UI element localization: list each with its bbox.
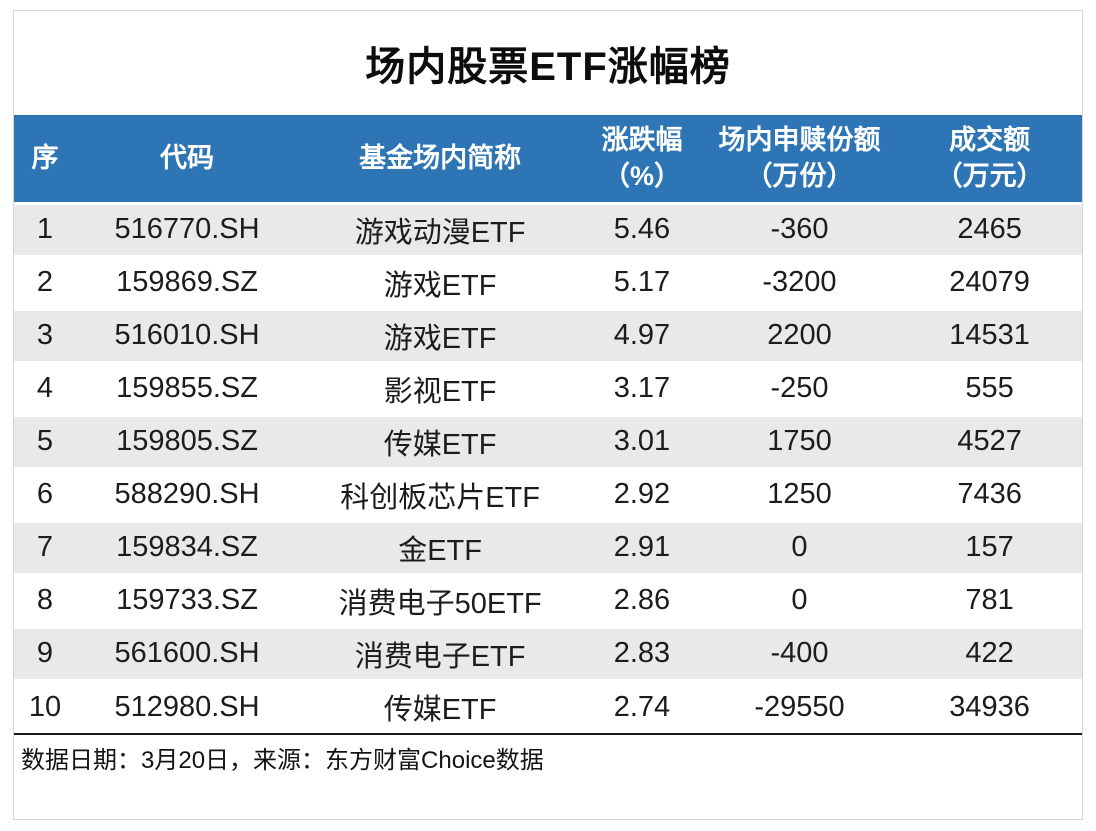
table-body: 1 516770.SH 游戏动漫ETF 5.46 -360 2465 2 159… (14, 201, 1082, 733)
cell-code: 516010.SH (75, 307, 299, 362)
cell-change: 2.74 (582, 678, 702, 733)
column-header-name: 基金场内简称 (298, 115, 583, 203)
column-header-change: 涨跌幅 （%） (582, 115, 702, 203)
page-title: 场内股票ETF涨幅榜 (365, 45, 731, 89)
cell-name: 消费电子50ETF (298, 572, 583, 627)
cell-name: 游戏动漫ETF (298, 201, 583, 256)
cell-rank: 7 (14, 519, 76, 574)
cell-change: 4.97 (582, 307, 702, 362)
table-row: 8 159733.SZ 消费电子50ETF 2.86 0 781 (14, 572, 1082, 627)
cell-change: 2.92 (582, 466, 702, 521)
cell-shares: -400 (701, 625, 898, 680)
table-row: 5 159805.SZ 传媒ETF 3.01 1750 4527 (14, 413, 1082, 468)
cell-rank: 2 (14, 254, 76, 309)
cell-rank: 6 (14, 466, 76, 521)
cell-rank: 5 (14, 413, 76, 468)
cell-shares: -250 (701, 360, 898, 415)
cell-shares: 1250 (701, 466, 898, 521)
table-row: 10 512980.SH 传媒ETF 2.74 -29550 34936 (14, 678, 1082, 733)
cell-name: 科创板芯片ETF (298, 466, 583, 521)
table-row: 7 159834.SZ 金ETF 2.91 0 157 (14, 519, 1082, 574)
cell-change: 2.83 (582, 625, 702, 680)
cell-change: 5.46 (582, 201, 702, 256)
cell-name: 传媒ETF (298, 413, 583, 468)
cell-code: 159869.SZ (75, 254, 299, 309)
cell-turnover: 14531 (897, 307, 1082, 362)
cell-turnover: 157 (897, 519, 1082, 574)
table-row: 3 516010.SH 游戏ETF 4.97 2200 14531 (14, 307, 1082, 362)
cell-turnover: 422 (897, 625, 1082, 680)
cell-change: 2.86 (582, 572, 702, 627)
cell-name: 传媒ETF (298, 678, 583, 733)
cell-name: 金ETF (298, 519, 583, 574)
cell-change: 2.91 (582, 519, 702, 574)
cell-change: 3.17 (582, 360, 702, 415)
cell-code: 588290.SH (75, 466, 299, 521)
cell-rank: 10 (14, 678, 76, 733)
cell-shares: 0 (701, 572, 898, 627)
cell-change: 3.01 (582, 413, 702, 468)
column-header-code: 代码 (75, 115, 299, 203)
cell-turnover: 2465 (897, 201, 1082, 256)
cell-code: 561600.SH (75, 625, 299, 680)
cell-turnover: 4527 (897, 413, 1082, 468)
cell-code: 516770.SH (75, 201, 299, 256)
data-source-note: 数据日期：3月20日，来源：东方财富Choice数据 (14, 733, 1082, 789)
cell-shares: 2200 (701, 307, 898, 362)
cell-turnover: 7436 (897, 466, 1082, 521)
cell-change: 5.17 (582, 254, 702, 309)
cell-rank: 8 (14, 572, 76, 627)
cell-shares: -3200 (701, 254, 898, 309)
cell-shares: -29550 (701, 678, 898, 733)
table-row: 4 159855.SZ 影视ETF 3.17 -250 555 (14, 360, 1082, 415)
table-row: 6 588290.SH 科创板芯片ETF 2.92 1250 7436 (14, 466, 1082, 521)
column-header-shares: 场内申赎份额 （万份） (701, 115, 898, 203)
cell-name: 消费电子ETF (298, 625, 583, 680)
cell-rank: 1 (14, 201, 76, 256)
cell-turnover: 555 (897, 360, 1082, 415)
cell-code: 159855.SZ (75, 360, 299, 415)
cell-rank: 4 (14, 360, 76, 415)
cell-name: 游戏ETF (298, 307, 583, 362)
column-header-rank: 序 (14, 115, 76, 203)
cell-turnover: 34936 (897, 678, 1082, 733)
etf-ranking-table-panel: 场内股票ETF涨幅榜 序 代码 基金场内简称 涨跌幅 （%） (13, 10, 1083, 820)
cell-code: 159733.SZ (75, 572, 299, 627)
cell-shares: 0 (701, 519, 898, 574)
cell-turnover: 24079 (897, 254, 1082, 309)
etf-ranking-table: 序 代码 基金场内简称 涨跌幅 （%） 场内申赎份额 （万份） 成交额 （万元） (14, 115, 1082, 733)
cell-turnover: 781 (897, 572, 1082, 627)
cell-code: 159834.SZ (75, 519, 299, 574)
cell-shares: -360 (701, 201, 898, 256)
cell-name: 影视ETF (298, 360, 583, 415)
cell-code: 159805.SZ (75, 413, 299, 468)
column-header-turnover: 成交额 （万元） (897, 115, 1082, 203)
cell-rank: 9 (14, 625, 76, 680)
table-header: 序 代码 基金场内简称 涨跌幅 （%） 场内申赎份额 （万份） 成交额 （万元） (14, 115, 1082, 203)
cell-shares: 1750 (701, 413, 898, 468)
table-row: 1 516770.SH 游戏动漫ETF 5.46 -360 2465 (14, 201, 1082, 256)
table-header-row: 序 代码 基金场内简称 涨跌幅 （%） 场内申赎份额 （万份） 成交额 （万元） (14, 115, 1082, 203)
table-row: 2 159869.SZ 游戏ETF 5.17 -3200 24079 (14, 254, 1082, 309)
cell-rank: 3 (14, 307, 76, 362)
table-title-bar: 场内股票ETF涨幅榜 (14, 11, 1082, 115)
table-row: 9 561600.SH 消费电子ETF 2.83 -400 422 (14, 625, 1082, 680)
cell-code: 512980.SH (75, 678, 299, 733)
cell-name: 游戏ETF (298, 254, 583, 309)
